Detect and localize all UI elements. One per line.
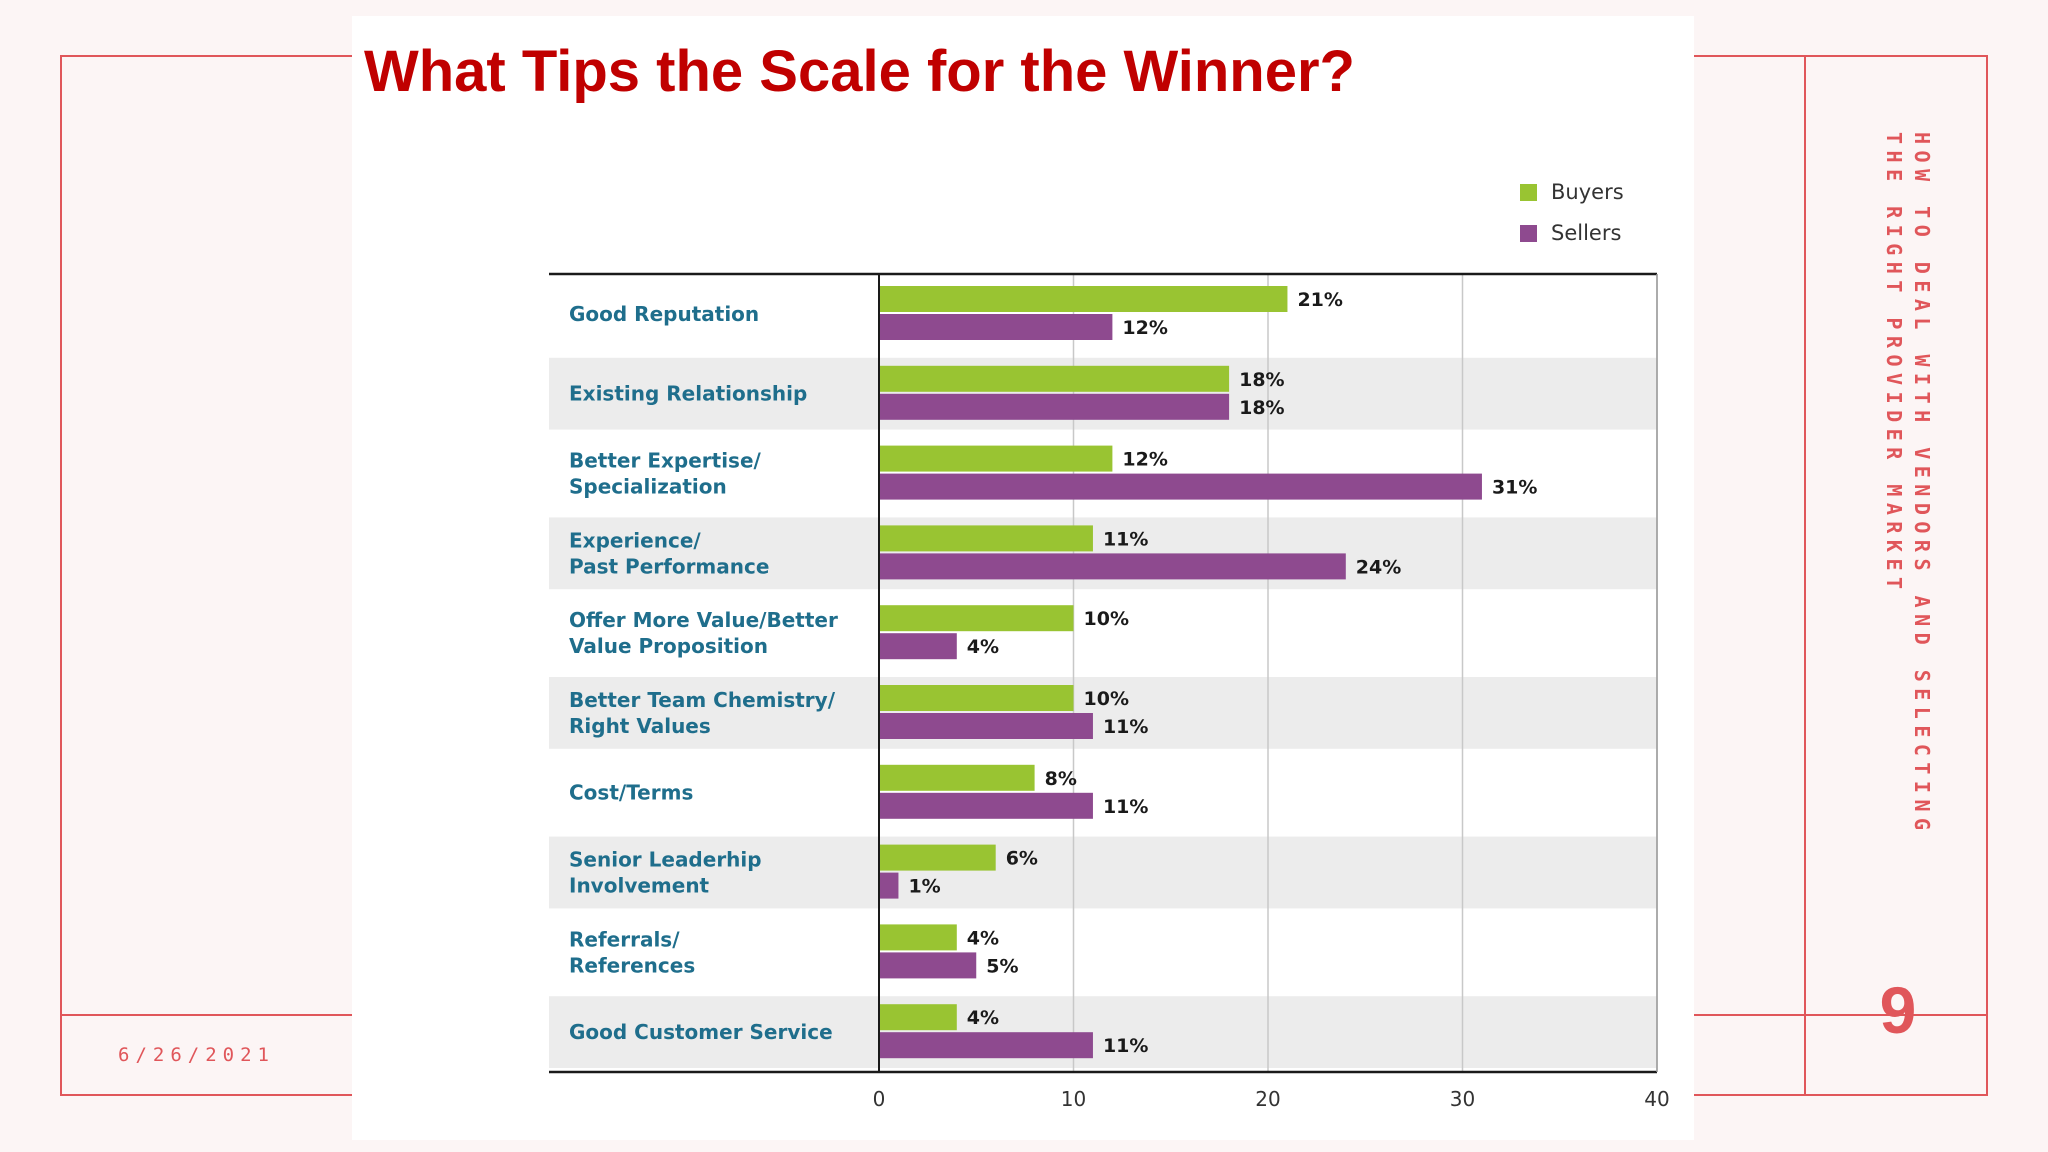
x-tick-label: 20 <box>1255 1087 1280 1111</box>
slide-date: 6/26/2021 <box>118 1044 275 1066</box>
sellers-bar <box>879 553 1346 580</box>
sellers-data-label: 24% <box>1356 556 1401 578</box>
buyers-data-label: 8% <box>1045 768 1077 790</box>
buyers-data-label: 10% <box>1084 688 1129 710</box>
buyers-bar <box>879 605 1074 632</box>
buyers-data-label: 18% <box>1239 369 1284 391</box>
legend-sellers-swatch <box>1520 225 1537 242</box>
row-band <box>549 836 1657 909</box>
sellers-data-label: 12% <box>1122 317 1167 339</box>
category-label: Senior Leaderhip <box>569 848 762 872</box>
row-band <box>549 677 1657 749</box>
frame-left <box>60 55 62 1096</box>
category-label: Good Customer Service <box>569 1020 833 1044</box>
sellers-bar <box>879 1032 1093 1059</box>
section-title: HOW TO DEAL WITH VENDORS AND SELECTING T… <box>1882 132 1934 837</box>
buyers-bar <box>879 525 1093 552</box>
sellers-bar <box>879 314 1113 340</box>
category-label: Involvement <box>569 874 710 898</box>
buyers-data-label: 11% <box>1103 528 1148 550</box>
frame-right <box>1986 55 1988 1096</box>
buyers-data-label: 12% <box>1122 449 1167 471</box>
buyers-bar <box>879 764 1035 791</box>
buyers-bar <box>879 1004 957 1031</box>
x-tick-label: 40 <box>1644 1087 1669 1111</box>
sellers-data-label: 11% <box>1103 796 1148 818</box>
category-label: Existing Relationship <box>569 382 807 406</box>
category-label: Better Team Chemistry/ <box>569 688 836 712</box>
sellers-bar <box>879 952 977 979</box>
category-label: Specialization <box>569 475 727 499</box>
sellers-data-label: 11% <box>1103 1035 1148 1057</box>
buyers-bar <box>879 924 957 951</box>
sellers-data-label: 1% <box>908 876 940 898</box>
x-tick-label: 0 <box>873 1087 886 1111</box>
frame-bottom-right <box>1694 1094 1988 1096</box>
frame-top-left <box>60 55 352 57</box>
buyers-bar <box>879 685 1074 711</box>
bar-chart: Good Reputation 21% 12% Existing Relationsh… <box>549 180 1670 1111</box>
sellers-data-label: 31% <box>1492 477 1537 499</box>
category-label: Experience/ <box>569 528 701 552</box>
frame-top-right <box>1694 55 1988 57</box>
sellers-data-label: 11% <box>1103 716 1148 738</box>
sellers-bar <box>879 713 1093 739</box>
frame-bottom-left <box>60 1094 352 1096</box>
buyers-data-label: 21% <box>1297 289 1342 311</box>
sellers-data-label: 5% <box>986 955 1018 977</box>
sellers-bar <box>879 473 1482 500</box>
buyers-bar <box>879 445 1113 472</box>
category-label: Good Reputation <box>569 302 759 326</box>
sidebar-divider <box>1804 55 1806 1096</box>
x-tick-label: 10 <box>1061 1087 1086 1111</box>
legend-sellers-label: Sellers <box>1551 221 1621 245</box>
buyers-bar <box>879 365 1230 392</box>
sellers-bar <box>879 792 1093 819</box>
x-tick-label: 30 <box>1450 1087 1475 1111</box>
buyers-bar <box>879 844 996 871</box>
buyers-data-label: 4% <box>967 1007 999 1029</box>
legend-buyers-swatch <box>1520 184 1537 201</box>
category-label: Cost/Terms <box>569 781 693 805</box>
sellers-bar <box>879 872 899 899</box>
category-label: Referrals/ <box>569 927 680 951</box>
slide-title: What Tips the Scale for the Winner? <box>364 39 1355 104</box>
row-band <box>549 996 1657 1068</box>
slide-image: What Tips the Scale for the Winner? Good… <box>352 16 1694 1140</box>
sellers-data-label: 4% <box>967 636 999 658</box>
buyers-data-label: 10% <box>1084 608 1129 630</box>
category-label: Right Values <box>569 714 711 738</box>
buyers-data-label: 4% <box>967 927 999 949</box>
category-label: References <box>569 953 695 977</box>
page-number: 9 <box>1879 973 1917 1047</box>
buyers-bar <box>879 286 1288 312</box>
footer-divider-left <box>60 1014 352 1016</box>
sellers-bar <box>879 633 957 660</box>
category-label: Past Performance <box>569 554 769 578</box>
sellers-data-label: 18% <box>1239 397 1284 419</box>
buyers-data-label: 6% <box>1006 848 1038 870</box>
sellers-bar <box>879 393 1230 420</box>
category-label: Value Proposition <box>569 634 768 658</box>
category-label: Better Expertise/ <box>569 449 762 473</box>
footer-divider-right <box>1694 1014 1988 1016</box>
legend-buyers-label: Buyers <box>1551 180 1624 204</box>
category-label: Offer More Value/Better <box>569 608 838 632</box>
